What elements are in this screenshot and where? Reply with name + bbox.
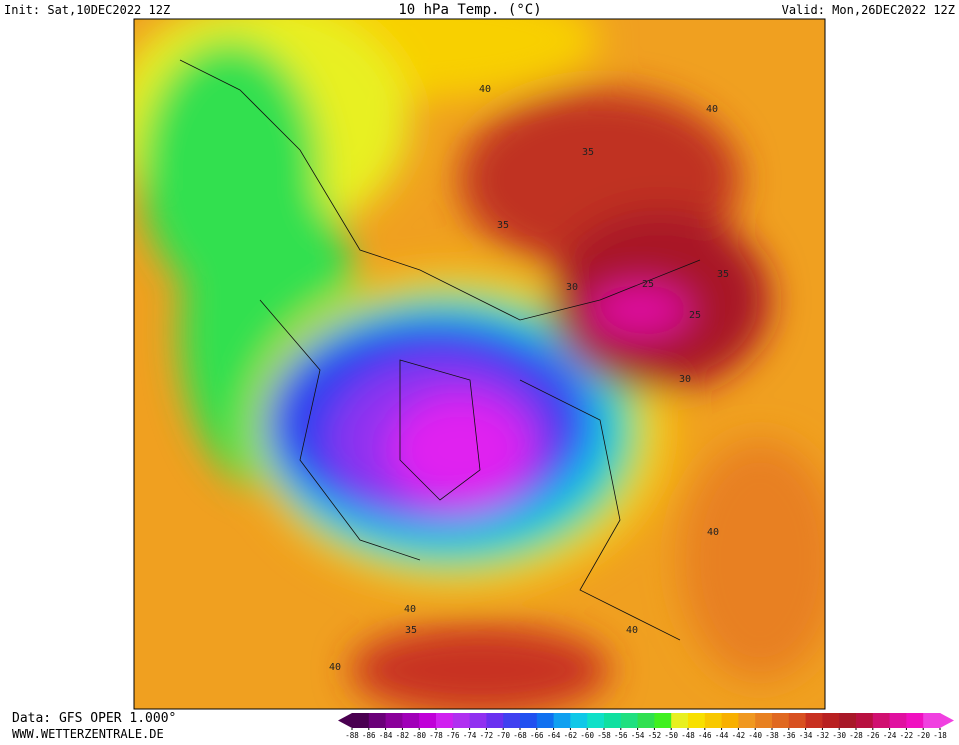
colorbar-swatch: [385, 713, 403, 728]
colorbar-swatch: [704, 713, 723, 728]
colorbar-swatch: [671, 713, 689, 728]
contour-label: 40: [626, 625, 638, 636]
colorbar-tick-label: -20: [916, 731, 930, 740]
colorbar-tick-label: -80: [412, 731, 426, 740]
colorbar-swatch: [889, 713, 907, 728]
site-url: WWW.WETTERZENTRALE.DE: [12, 727, 164, 741]
colorbar-tick-label: -26: [866, 731, 880, 740]
colorbar-swatch: [402, 713, 420, 728]
colorbar-swatch: [452, 713, 471, 728]
colorbar-swatch: [872, 713, 891, 728]
colorbar-tick-label: -84: [379, 731, 393, 740]
colorbar-swatch: [738, 713, 756, 728]
colorbar-swatch: [788, 713, 807, 728]
colorbar-tick-label: -58: [597, 731, 611, 740]
colorbar-tick-label: -62: [564, 731, 578, 740]
colorbar-tick-label: -70: [496, 731, 510, 740]
colorbar-tick-label: -86: [362, 731, 376, 740]
colorbar-tick-label: -38: [765, 731, 779, 740]
colorbar-swatch: [805, 713, 823, 728]
colorbar-tick-label: -68: [513, 731, 527, 740]
colorbar-tick-label: -56: [614, 731, 628, 740]
colorbar-tick-label: -42: [732, 731, 746, 740]
colorbar-swatch: [923, 713, 941, 728]
colorbar: -88 -86 -84 -82 -80 -78 -76 -74 -72 -70 -68 -66 -64-…: [338, 713, 954, 740]
colorbar-swatch: [419, 713, 437, 728]
init-label: Init: Sat,10DEC2022 12Z: [4, 3, 170, 17]
colorbar-swatch: [469, 713, 487, 728]
contour-labels: 40 40 35 35 30 25 35 25 30 40 40 35 40 40: [329, 84, 729, 673]
contour-label: 40: [479, 84, 491, 95]
contour-label: 35: [405, 625, 417, 636]
colorbar-swatch: [906, 713, 924, 728]
colorbar-tick-label: -28: [849, 731, 863, 740]
colorbar-tick-label: -30: [832, 731, 846, 740]
colorbar-swatch: [772, 713, 790, 728]
contour-label: 35: [717, 269, 729, 280]
colorbar-tick-label: -52: [648, 731, 662, 740]
colorbar-swatch: [352, 713, 370, 728]
colorbar-end: [338, 713, 352, 728]
colorbar-swatch: [637, 713, 655, 728]
data-source: Data: GFS OPER 1.000°: [12, 711, 176, 726]
colorbar-tick-label: -88: [345, 731, 359, 740]
colorbar-swatch: [587, 713, 605, 728]
colorbar-swatch: [822, 713, 840, 728]
colorbar-tick-label: -34: [799, 731, 813, 740]
colorbar-tick-label: -22: [900, 731, 914, 740]
colorbar-tick-label: -64: [547, 731, 561, 740]
colorbar-swatch: [368, 713, 387, 728]
colorbar-swatch: [688, 713, 706, 728]
colorbar-swatch: [654, 713, 672, 728]
colorbar-tick-label: -48: [681, 731, 695, 740]
colorbar-swatch: [553, 713, 571, 728]
map-frame: [133, 18, 826, 710]
colorbar-swatch: [536, 713, 555, 728]
contour-label: 35: [582, 147, 594, 158]
colorbar-tick-label: -18: [933, 731, 947, 740]
map-title: 10 hPa Temp. (°C): [398, 2, 541, 18]
colorbar-swatch: [436, 713, 454, 728]
contour-label: 40: [329, 662, 341, 673]
colorbar-tick-label: -78: [429, 731, 443, 740]
colorbar-swatch: [486, 713, 504, 728]
colorbar-tick-label: -32: [816, 731, 830, 740]
colorbar-tick-label: -66: [530, 731, 544, 740]
contour-label: 30: [679, 374, 691, 385]
contour-label: 40: [404, 604, 416, 615]
colorbar-swatch: [520, 713, 538, 728]
contour-label: 40: [706, 104, 718, 115]
contour-label: 25: [642, 279, 654, 290]
colorbar-swatch: [620, 713, 639, 728]
colorbar-swatch: [570, 713, 588, 728]
colorbar-swatch: [604, 713, 622, 728]
colorbar-tick-label: -40: [748, 731, 762, 740]
contour-label: 35: [497, 220, 509, 231]
colorbar-end: [940, 713, 954, 728]
colorbar-tick-label: -50: [664, 731, 678, 740]
colorbar-swatch: [856, 713, 874, 728]
colorbar-tick-label: -46: [698, 731, 712, 740]
colorbar-tick-label: -54: [631, 731, 645, 740]
colorbar-swatch: [503, 713, 521, 728]
colorbar-swatch: [839, 713, 857, 728]
colorbar-swatch: [721, 713, 739, 728]
colorbar-tick-label: -24: [883, 731, 897, 740]
colorbar-tick-label: -60: [580, 731, 594, 740]
colorbar-tick-label: -36: [782, 731, 796, 740]
colorbar-tick-label: -72: [480, 731, 494, 740]
contour-label: 40: [707, 527, 719, 538]
colorbar-tick-label: -82: [396, 731, 410, 740]
colorbar-tick-label: -74: [463, 731, 477, 740]
valid-label: Valid: Mon,26DEC2022 12Z: [782, 3, 955, 17]
colorbar-swatch: [755, 713, 773, 728]
map: [134, 19, 825, 709]
contour-label: 25: [689, 310, 701, 321]
colorbar-tick-label: -76: [446, 731, 460, 740]
contour-label: 30: [566, 282, 578, 293]
colorbar-tick-label: -44: [715, 731, 729, 740]
